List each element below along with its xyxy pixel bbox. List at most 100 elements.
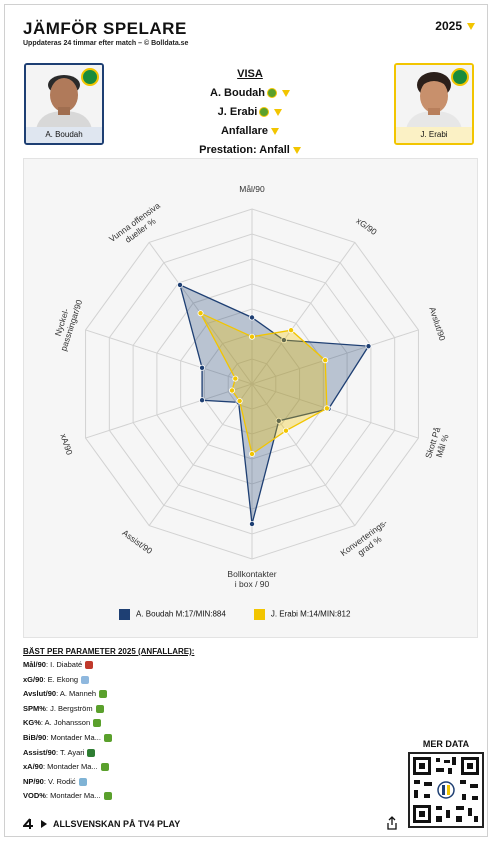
best-key: NP/90 — [23, 776, 44, 786]
axis-label-0: Mål/90 — [239, 184, 265, 194]
best-value: : T. Ayari — [55, 747, 85, 757]
club-icon — [93, 719, 102, 728]
page-title: JÄMFÖR SPELARE — [23, 19, 187, 38]
data-point-0-9 — [176, 281, 183, 288]
data-point-0-5 — [248, 520, 255, 527]
chevron-down-icon — [467, 22, 475, 30]
club-icon — [259, 107, 270, 118]
chevron-down-icon — [282, 89, 290, 97]
player1-value: A. Boudah — [210, 87, 265, 99]
best-row: Assist/90: T. Ayari — [23, 746, 194, 761]
page-subtitle: Uppdateras 24 timmar efter match – © Bol… — [23, 40, 189, 47]
player2-value: J. Erabi — [217, 106, 258, 118]
axis-label-5: Bollkontakter i box / 90 — [227, 569, 276, 589]
club-icon — [85, 661, 94, 670]
data-point-1-6 — [236, 397, 243, 404]
best-row: xG/90: E. Ekong — [23, 673, 194, 688]
axis-label-7: xA/90 — [58, 432, 74, 456]
best-key: Avslut/90 — [23, 689, 57, 699]
grid-spoke — [251, 329, 419, 385]
club-badge-icon — [81, 68, 99, 86]
best-row: SPM%: J. Bergström — [23, 702, 194, 717]
chart-legend: A. Boudah M:17/MIN:884 J. Erabi M:14/MIN… — [119, 609, 350, 620]
data-point-1-0 — [248, 333, 255, 340]
grid-spoke — [251, 242, 356, 385]
data-point-0-8 — [199, 364, 206, 371]
grid-spoke — [85, 383, 253, 439]
radar-svg: Mål/90 xG/90 Avslut/90 Skott PåMål % Konvert… — [49, 184, 452, 589]
more-data-label: MER DATA — [422, 739, 470, 749]
axis-label-8: Nyckel-passningar/90 — [49, 295, 85, 352]
visa-controls: VISA A. Boudah J. Erabi Anfallare Presta… — [105, 65, 395, 160]
legend-item-1: J. Erabi M:14/MIN:812 — [253, 609, 351, 620]
axis-label-1: xG/90 — [355, 216, 379, 238]
club-icon — [95, 704, 104, 713]
grid-spoke — [251, 383, 419, 439]
player-name-left: A. Boudah — [26, 127, 102, 143]
best-value: : Montader Ma... — [45, 791, 101, 801]
legend-item-0: A. Boudah M:17/MIN:884 — [119, 609, 226, 620]
chevron-down-icon — [292, 146, 301, 154]
best-key: BiB/90 — [23, 732, 47, 742]
data-point-1-7 — [229, 387, 236, 394]
data-point-0-7 — [199, 397, 206, 404]
club-icon — [100, 763, 109, 772]
more-data[interactable]: MER DATA — [404, 739, 488, 835]
season-select[interactable]: 2025 — [435, 19, 475, 33]
club-icon — [103, 733, 112, 742]
data-point-1-3 — [323, 405, 330, 412]
radar-chart: Mål/90 xG/90 Avslut/90 Skott PåMål % Konvert… — [23, 158, 478, 638]
player1-select[interactable]: A. Boudah — [105, 84, 395, 103]
data-point-0-4 — [275, 417, 282, 424]
best-value: : I. Diabaté — [45, 660, 83, 669]
data-point-1-2 — [322, 357, 329, 364]
season-value: 2025 — [435, 19, 462, 33]
club-icon — [81, 675, 90, 684]
visa-header: VISA — [237, 68, 263, 80]
legend-label-0: A. Boudah M:17/MIN:884 — [136, 609, 226, 619]
player-photo-right — [396, 65, 472, 129]
tv4-play-link[interactable]: ALLSVENSKAN PÅ TV4 PLAY — [23, 818, 180, 830]
axis-label-9: Vunna offensivadueller % — [107, 200, 168, 252]
best-value: : J. Bergström — [45, 703, 93, 713]
player-card-left[interactable]: A. Boudah — [24, 63, 104, 145]
player2-select[interactable]: J. Erabi — [105, 103, 395, 122]
best-row: BiB/90: Montader Ma... — [23, 731, 194, 746]
club-icon — [267, 88, 277, 99]
best-value: : Montader Ma... — [43, 762, 98, 772]
axis-label-4: Konverterings-grad % — [338, 517, 395, 566]
best-row: xA/90: Montader Ma... — [23, 760, 194, 775]
qr-code-icon — [408, 752, 484, 828]
best-value: : E. Ekong — [43, 674, 79, 684]
grid-spoke — [251, 383, 356, 526]
club-icon — [87, 748, 96, 757]
best-per-parameter: BÄST PER PARAMETER 2025 (ANFALLARE): Mål… — [23, 647, 194, 804]
tv4-logo-icon — [23, 818, 33, 829]
grid-spoke — [85, 329, 253, 385]
player-name-right: J. Erabi — [396, 127, 472, 143]
best-row: Avslut/90: A. Manneh — [23, 687, 194, 702]
chevron-down-icon — [274, 108, 283, 116]
best-value: : Montader Ma... — [46, 732, 101, 742]
best-key: Assist/90 — [23, 747, 56, 757]
share-icon[interactable] — [386, 816, 398, 830]
data-point-1-9 — [197, 310, 204, 317]
best-key: xG/90 — [23, 674, 44, 684]
preset-select[interactable]: Prestation: Anfall — [105, 141, 395, 160]
best-key: VOD% — [23, 791, 46, 801]
best-row: Mål/90: I. Diabaté — [23, 658, 194, 673]
legend-label-1: J. Erabi M:14/MIN:812 — [270, 609, 351, 619]
best-value: : A. Johansson — [40, 718, 91, 728]
club-icon — [78, 777, 87, 786]
player-card-right[interactable]: J. Erabi — [394, 63, 474, 145]
best-key: KG% — [23, 718, 41, 728]
best-value: : A. Manneh — [56, 689, 97, 699]
best-header: BÄST PER PARAMETER 2025 (ANFALLARE): — [23, 647, 195, 656]
club-icon — [99, 690, 108, 699]
best-row: NP/90: V. Rodić — [23, 775, 194, 790]
axis-label-6: Assist/90 — [120, 528, 154, 557]
footer-label: ALLSVENSKAN PÅ TV4 PLAY — [53, 819, 181, 829]
axis-label-3: Skott PåMål % — [423, 426, 452, 463]
position-select[interactable]: Anfallare — [105, 122, 395, 141]
card-frame: JÄMFÖR SPELARE Uppdateras 24 timmar efte… — [4, 4, 488, 837]
